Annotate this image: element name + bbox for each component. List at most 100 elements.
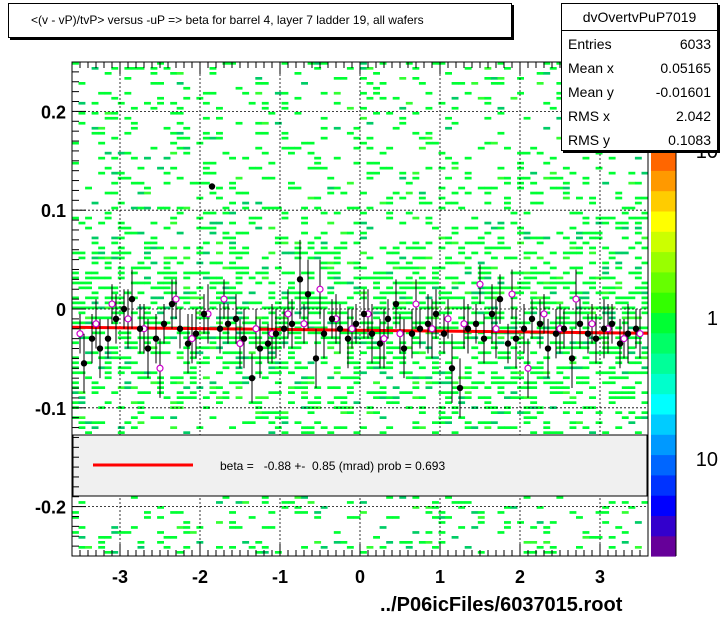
profile-point [384,315,392,323]
histogram-cell [78,121,86,125]
histogram-cell [621,541,629,544]
histogram-cell [117,246,125,250]
histogram-cell [634,286,642,290]
histogram-cell [294,361,302,365]
histogram-cell [438,291,446,295]
histogram-cell [464,376,472,380]
histogram-cell [379,546,387,549]
histogram-cell [477,351,485,355]
histogram-cell [405,376,413,380]
histogram-cell [301,291,308,295]
histogram-cell [445,371,452,375]
histogram-cell [242,331,250,335]
histogram-cell [517,376,524,380]
histogram-cell [301,496,308,499]
histogram-cell [392,386,400,389]
histogram-cell [170,216,178,220]
histogram-cell [438,411,446,414]
histogram-cell [392,266,400,270]
histogram-cell [307,321,315,325]
histogram-cell [373,171,380,175]
histogram-cell [320,426,328,429]
histogram-cell [216,116,223,120]
histogram-cell [248,276,256,280]
histogram-cell [523,271,531,275]
histogram-cell [379,526,387,529]
histogram-cell [176,261,184,265]
histogram-cell [327,286,335,290]
histogram-cell [628,391,636,394]
histogram-cell [98,126,106,130]
histogram-cell [261,416,269,419]
histogram-cell [562,391,570,394]
histogram-cell [405,346,413,350]
histogram-cell [209,171,217,175]
histogram-cell [111,181,119,185]
histogram-cell [484,101,492,105]
histogram-cell [517,271,524,275]
histogram-cell [183,546,191,549]
histogram-cell [301,216,308,220]
histogram-cell [530,366,538,370]
histogram-cell [281,341,289,345]
histogram-cell [91,201,99,205]
x-tick-label: 1 [435,567,445,587]
histogram-cell [451,306,459,310]
histogram-cell [536,82,544,85]
histogram-cell [124,251,132,255]
histogram-cell [530,266,538,270]
histogram-cell [176,211,184,215]
histogram-cell [274,306,282,310]
histogram-cell [346,501,354,504]
histogram-cell [196,316,204,320]
histogram-cell [418,196,426,200]
histogram-cell [615,261,623,265]
histogram-cell [170,536,178,539]
histogram-cell [556,96,564,100]
histogram-cell [517,411,524,414]
histogram-cell [222,496,230,499]
histogram-cell [235,386,243,389]
histogram-cell [229,341,236,345]
histogram-cell [615,376,623,380]
histogram-cell [582,301,590,305]
histogram-cell [510,376,518,380]
histogram-cell [209,67,217,70]
histogram-cell [464,271,472,275]
histogram-cell [438,416,446,419]
histogram-cell [183,531,191,534]
histogram-cell [569,321,577,325]
histogram-cell [602,221,610,225]
histogram-cell [517,226,524,230]
histogram-cell [268,161,276,165]
histogram-cell [418,136,426,140]
histogram-cell [517,341,524,345]
histogram-cell [641,311,649,315]
histogram-cell [641,236,649,240]
histogram-cell [458,251,466,255]
histogram-cell [536,376,544,380]
histogram-cell [274,366,282,370]
histogram-cell [432,356,439,360]
histogram-cell [196,296,204,300]
histogram-cell [628,361,636,365]
histogram-cell [497,311,505,315]
histogram-cell [562,306,570,310]
profile-point [440,330,448,337]
histogram-cell [320,211,328,215]
histogram-cell [523,286,531,290]
histogram-cell [124,421,132,424]
histogram-cell [412,336,420,340]
profile-point [408,330,416,337]
histogram-cell [183,276,191,280]
histogram-cell [490,406,498,409]
histogram-cell [504,246,511,250]
histogram-cell [117,221,125,225]
histogram-cell [98,156,106,160]
histogram-cell [530,371,538,375]
histogram-cell [595,276,603,280]
histogram-cell [517,161,524,165]
histogram-cell [307,196,315,200]
histogram-cell [261,496,269,499]
histogram-cell [294,241,302,245]
